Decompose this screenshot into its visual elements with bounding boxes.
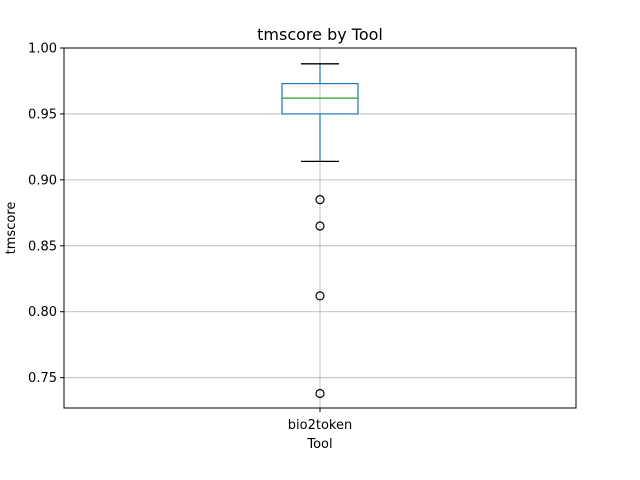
y-tick-label: 0.80 [28,305,57,320]
xtick-layer: bio2token [288,408,352,433]
y-tick-label: 0.90 [28,173,57,188]
outlier-point [315,388,325,399]
y-tick-label: 1.00 [28,42,57,57]
y-tick-label: 0.75 [28,371,57,386]
outlier-point [315,291,325,301]
y-axis-label: tmscore [4,202,19,255]
y-tick-label: 0.95 [28,107,57,122]
y-tick-label: 0.85 [28,239,57,254]
outlier-point [315,195,325,205]
chart-title: tmscore by Tool [257,25,383,44]
x-axis-label: Tool [306,437,332,452]
ytick-layer: 0.75 0.80 0.85 0.90 0.95 1.00 [28,42,64,386]
grid-layer [64,47,576,408]
iqr-box [281,83,359,115]
outlier-point [315,221,325,231]
x-tick-label: bio2token [288,418,352,433]
box-layer [281,63,359,399]
